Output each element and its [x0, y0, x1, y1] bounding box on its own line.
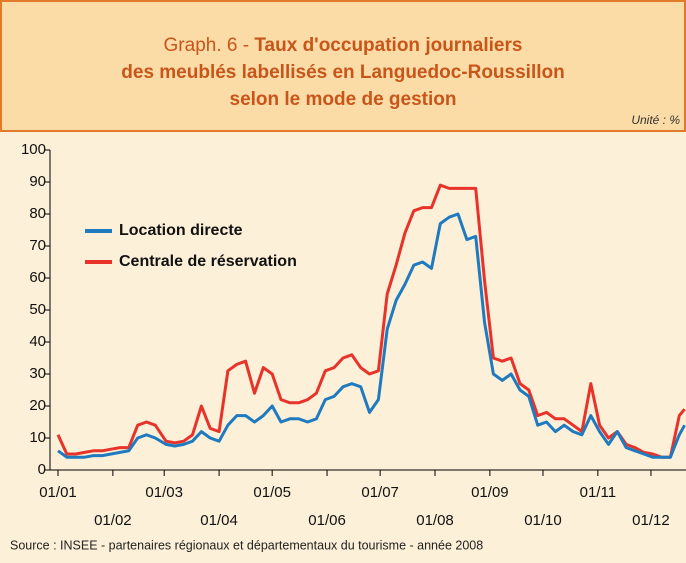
y-tick-label: 50: [29, 301, 46, 318]
series-line: [56, 183, 686, 459]
y-tick-label: 80: [29, 205, 46, 222]
y-tick-label: 100: [21, 141, 46, 158]
series-line: [57, 212, 686, 459]
x-tick-label: 01/04: [200, 512, 238, 529]
x-tick-label: 01/02: [94, 512, 132, 529]
source: Source : INSEE - partenaires régionaux e…: [10, 538, 483, 552]
y-tick-label: 90: [29, 173, 46, 190]
x-tick-label: 01/12: [632, 512, 670, 529]
title-label: Graph. 6 -: [164, 35, 250, 56]
y-tick-label: 70: [29, 237, 46, 254]
chart-title: Graph. 6 - Taux d'occupation journaliers: [164, 35, 523, 56]
title-line: selon le mode de gestion: [230, 89, 457, 110]
x-tick-label: 01/03: [145, 484, 183, 501]
x-tick-label: 01/09: [471, 484, 509, 501]
title-line: des meublés labellisés en Languedoc-Rous…: [121, 62, 564, 83]
title-line: Taux d'occupation journaliers: [254, 35, 522, 56]
y-tick-label: 60: [29, 269, 46, 286]
legend-label: Location directe: [119, 222, 243, 239]
y-tick-label: 30: [29, 365, 46, 382]
y-tick-label: 10: [29, 429, 46, 446]
x-tick-label: 01/05: [253, 484, 291, 501]
x-tick-label: 01/07: [361, 484, 399, 501]
x-tick-label: 01/06: [308, 512, 346, 529]
plot: [56, 183, 686, 459]
x-tick-label: 01/08: [416, 512, 454, 529]
legend-label: Centrale de réservation: [119, 253, 297, 270]
y-tick-label: 0: [38, 461, 46, 478]
y-tick-label: 20: [29, 397, 46, 414]
x-tick-label: 01/01: [39, 484, 77, 501]
title-box: [0, 0, 686, 132]
x-tick-label: 01/10: [524, 512, 562, 529]
unit-label: Unité : %: [631, 113, 680, 127]
y-tick-label: 40: [29, 333, 46, 350]
x-tick-label: 01/11: [580, 484, 616, 501]
